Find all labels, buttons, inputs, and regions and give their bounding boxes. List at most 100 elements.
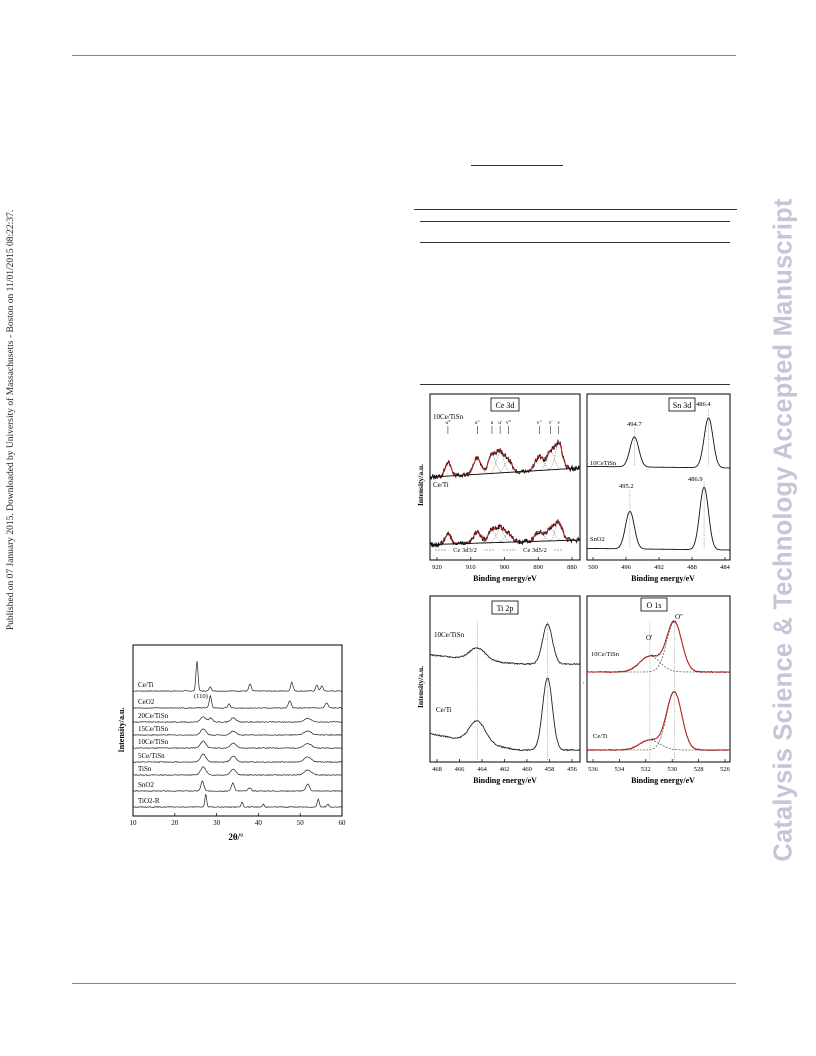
ti2p-sample-2: Ce/Ti [436, 706, 452, 714]
ce3d-peak-label-8: v [557, 420, 560, 426]
xps-o1s-panel: O 1s 10Ce/TiSn Ce/Ti O' O" 536 534 532 530 5… [575, 592, 733, 787]
o1s-tick-label-528: 528 [694, 766, 704, 773]
ce3d-tick-label-920: 920 [432, 564, 442, 571]
table-subheader-rule [420, 242, 730, 243]
ce3d-raw-2 [429, 519, 581, 548]
ce3d-peak-label-6: v″ [537, 420, 542, 426]
o1s-peak-label-2: O" [675, 613, 683, 621]
sn3d-sample-1: 10CeTiSn [590, 460, 617, 467]
ce3d-title: Ce 3d [496, 401, 515, 410]
xps-ti2p-panel: Ti 2p 10Ce/TiSn Ce/Ti 468 466 464 462 460 458… [413, 592, 583, 787]
o1s-tick-label-532: 532 [641, 766, 651, 773]
xrd-tick-label-50: 50 [297, 819, 305, 827]
publication-note: Published on 07 January 2015. Downloaded… [6, 209, 16, 631]
xrd-sample-label-6: 5Ce/TiSn [138, 752, 165, 760]
ce3d-tick-label-900: 900 [500, 564, 510, 571]
ti2p-tick-label-466: 466 [455, 766, 466, 773]
xrd-sample-label-7: TiSn [138, 765, 152, 773]
xrd-figure: Ce/Ti CeO2 20Ce/TiSn 15Ce/TiSn 10Ce/TiSn 5Ce/… [112, 640, 352, 845]
ti2p-title: Ti 2p [497, 604, 514, 613]
xrd-sample-label-3: 20Ce/TiSn [138, 712, 169, 720]
ce3d-background-2 [429, 539, 581, 546]
ce3d-peak-label-2: u″ [475, 420, 480, 426]
ce3d-component-1-2 [429, 458, 581, 478]
sn3d-sample-2: SnO2 [590, 536, 605, 543]
sn3d-title: Sn 3d [673, 401, 691, 410]
xrd-trace-3 [132, 716, 343, 723]
xrd-annotation-110: (110) [194, 693, 208, 700]
ti2p-tick-label-456: 456 [567, 766, 578, 773]
ce3d-peak-label-1: u‴ [445, 420, 451, 426]
ce3d-peak-label-7: v' [549, 420, 553, 426]
table-caption-rule [471, 165, 563, 166]
xrd-patterns [132, 661, 343, 808]
sn3d-tick-label-496: 496 [621, 564, 632, 571]
o1s-tick-label-530: 530 [667, 766, 677, 773]
xrd-y-axis-label: Intensity/a.u. [117, 708, 126, 753]
ce3d-y-axis-label: Intensity/a.u. [416, 464, 425, 506]
ti2p-trace-2 [429, 677, 581, 752]
sn3d-peak-2: 486.4 [696, 401, 711, 408]
o1s-sample-2: Ce/Ti [593, 733, 608, 740]
xrd-tick-label-30: 30 [213, 819, 221, 827]
o1s-component-2-2 [587, 691, 730, 751]
table-header-rule [420, 221, 730, 222]
ce3d-region-5-2: Ce 3d5/2 [523, 547, 547, 554]
table-top-rule [414, 209, 737, 210]
ti2p-tick-label-460: 460 [522, 766, 532, 773]
o1s-component-1-1 [587, 655, 730, 673]
ti2p-trace-1 [429, 623, 581, 666]
sn3d-peak-3: 495.2 [619, 483, 634, 490]
xrd-tick-label-60: 60 [339, 819, 347, 827]
o1s-sample-1: 10Ce/TiSn [591, 651, 620, 658]
o1s-tick-label-534: 534 [615, 766, 626, 773]
xrd-trace-7 [132, 766, 343, 776]
ti2p-tick-label-464: 464 [477, 766, 488, 773]
xrd-trace-1 [132, 661, 343, 692]
o1s-raw-1 [586, 620, 731, 674]
ce3d-component-1-5 [429, 460, 581, 478]
o1s-component-1-2 [587, 621, 730, 673]
xrd-trace-9 [132, 793, 343, 808]
ti2p-y-axis-label: Intensity/a.u. [416, 666, 425, 708]
sn3d-tick-label-484: 484 [720, 564, 731, 571]
ti2p-sample-1: 10Ce/TiSn [434, 631, 465, 639]
ce3d-tick-label-880: 880 [567, 564, 577, 571]
o1s-y-axis-label: Intensity/a.u. [583, 666, 584, 708]
ce3d-peak-label-3: u [491, 420, 494, 426]
xrd-sample-label-8: SnO2 [138, 781, 154, 789]
o1s-tick-label-536: 536 [588, 766, 599, 773]
ce3d-background-1 [429, 467, 581, 478]
xrd-sample-label-1: Ce/Ti [138, 681, 154, 689]
ti2p-tick-label-458: 458 [545, 766, 555, 773]
ce3d-sample-1: 10Ce/TiSn [433, 413, 464, 421]
xrd-tick-label-40: 40 [255, 819, 263, 827]
xrd-sample-label-5: 10Ce/TiSn [138, 738, 169, 746]
xrd-trace-6 [132, 753, 343, 763]
ti2p-tick-label-468: 468 [432, 766, 442, 773]
ce3d-fit-2 [429, 520, 581, 546]
xrd-trace-8 [132, 780, 343, 792]
ce3d-peak-label-5: v‴ [506, 420, 512, 426]
xrd-sample-label-9: TiO2-R [138, 797, 160, 805]
sn3d-trace-2 [586, 486, 731, 551]
o1s-x-axis-label: Binding energy/eV [631, 776, 695, 785]
xrd-tick-label-20: 20 [171, 819, 179, 827]
o1s-raw-2 [586, 691, 731, 752]
sn3d-x-axis-label: Binding energy/eV [631, 574, 695, 583]
footer-rule [72, 983, 736, 984]
ce3d-tick-label-910: 910 [466, 564, 476, 571]
ce3d-raw-1 [429, 439, 581, 481]
ce3d-region-3-2: Ce 3d3/2 [453, 547, 477, 554]
xps-sn3d-panel: Sn 3d 10CeTiSn SnO2 494.7 486.4 495.2 48… [583, 390, 733, 585]
ti2p-tick-label-462: 462 [500, 766, 510, 773]
xrd-trace-5 [132, 740, 343, 749]
sn3d-tick-label-500: 500 [588, 564, 598, 571]
xps-ce3d-panel: Ce 3d 10Ce/TiSn Ce/Ti u‴ u″ u u' v‴ v″ v' v Ce … [413, 390, 583, 585]
xrd-sample-label-2: CeO2 [138, 698, 155, 706]
o1s-tick-label-526: 526 [720, 766, 731, 773]
sn3d-tick-label-492: 492 [654, 564, 664, 571]
sn3d-tick-label-488: 488 [687, 564, 697, 571]
o1s-title: O 1s [647, 601, 662, 610]
o1s-fit-1 [587, 620, 730, 673]
